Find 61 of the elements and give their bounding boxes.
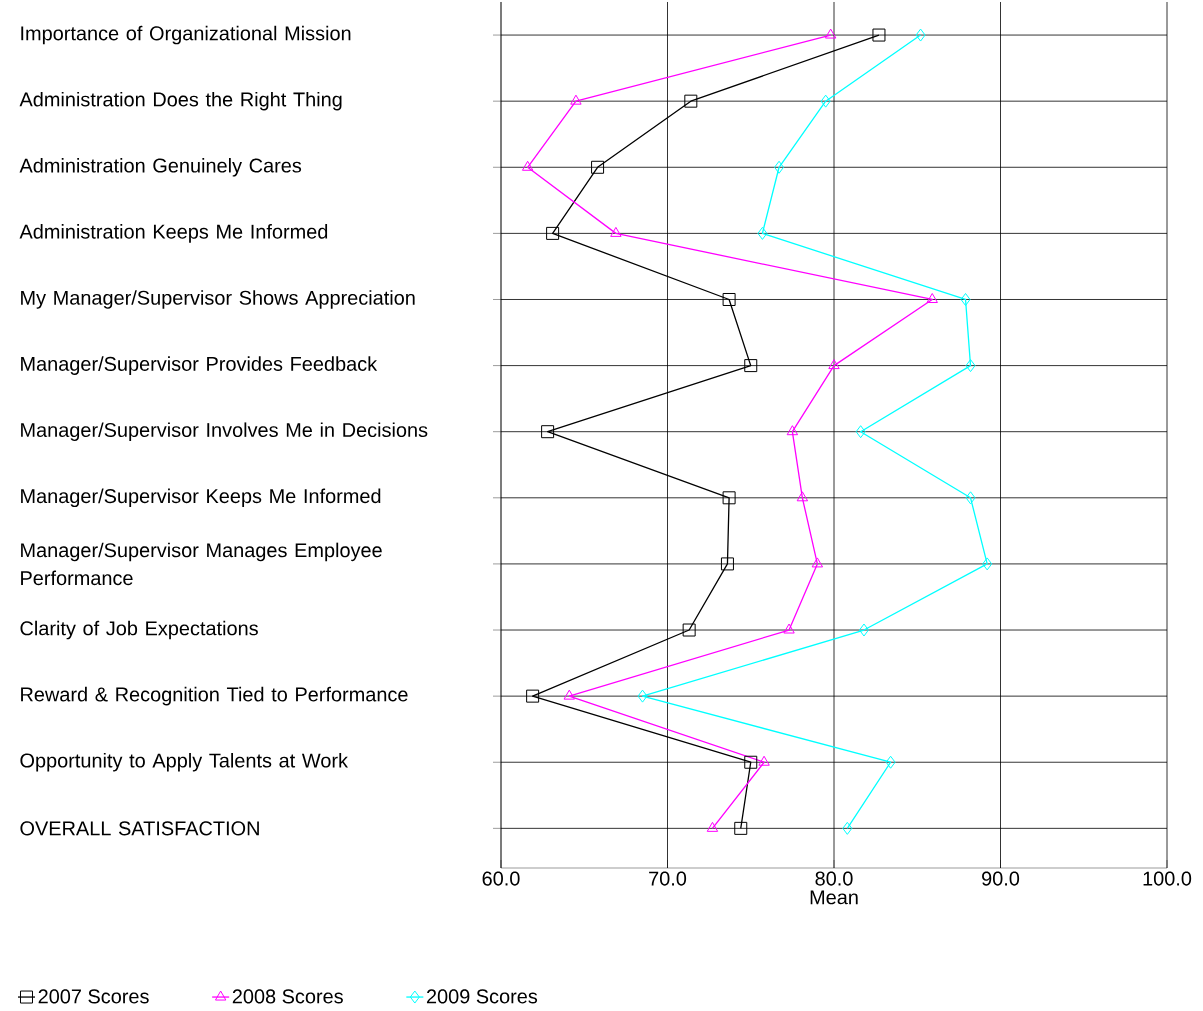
legend-label: 2008 Scores [232, 989, 343, 1004]
point [960, 292, 971, 306]
y-tick-label: Opportunity to Apply Talents at Work [20, 752, 349, 772]
legend-label: 2009 Scores [426, 989, 538, 1004]
point [926, 292, 938, 303]
x-tick-label: 60.0 [482, 871, 520, 886]
point [758, 755, 770, 766]
point [885, 755, 896, 769]
point [872, 28, 886, 42]
point [811, 557, 824, 568]
y-tick-label: OVERALL SATISFACTION [20, 821, 259, 836]
point [744, 359, 758, 373]
x-tick-label: 90.0 [982, 871, 1020, 886]
point [610, 226, 622, 237]
y-tick-label: Manager/Supervisor Involves Me in Decisions [21, 422, 428, 441]
point [965, 359, 976, 373]
point [820, 94, 831, 108]
y-tick-label: Administration Keeps Me Informed [19, 224, 328, 243]
point [965, 491, 976, 505]
y-tick-label: Manager/Supervisor Provides Feedback [21, 356, 378, 375]
point [828, 359, 840, 370]
point [858, 623, 869, 637]
point [842, 821, 853, 835]
y-tick-label: Importance of Organizational Mission [21, 25, 351, 45]
point [774, 160, 785, 174]
point [684, 94, 698, 108]
y-tick-label: Manager/Supervisor Keeps Me Informed [21, 488, 381, 508]
point [757, 226, 768, 240]
point [570, 94, 582, 105]
point [526, 689, 540, 703]
x-tick-label: 80.0 [815, 871, 853, 886]
x-axis-title: Mean [810, 890, 858, 905]
y-tick-label: My Manager/Supervisor Shows Appreciation [21, 290, 415, 309]
legend-label: 2007 Scores [38, 989, 149, 1004]
x-tick-label: 100.0 [1143, 871, 1192, 886]
point [706, 821, 719, 832]
y-tick-label: Clarity of Job Expectations [20, 620, 258, 640]
point [722, 292, 736, 306]
point [546, 226, 560, 240]
point [982, 557, 993, 571]
point [563, 689, 575, 700]
point [591, 160, 605, 174]
point [720, 557, 734, 571]
point [637, 689, 648, 703]
point [682, 623, 696, 637]
y-tick-label: Administration Does the Right Thing [19, 91, 342, 111]
point [722, 491, 736, 505]
point [855, 425, 866, 439]
point [783, 623, 795, 634]
point [521, 160, 534, 171]
y-tick-label: Manager/Supervisor Manages Employee Performance [21, 542, 382, 586]
x-tick-label: 70.0 [649, 871, 687, 886]
point [786, 425, 799, 436]
point [744, 755, 758, 769]
point [734, 821, 748, 835]
point [824, 28, 837, 39]
y-tick-label: Reward & Recognition Tied to Performance [21, 686, 408, 706]
point [915, 28, 926, 42]
y-tick-label: Administration Genuinely Cares [19, 157, 302, 177]
point [796, 491, 809, 502]
point [541, 425, 555, 439]
